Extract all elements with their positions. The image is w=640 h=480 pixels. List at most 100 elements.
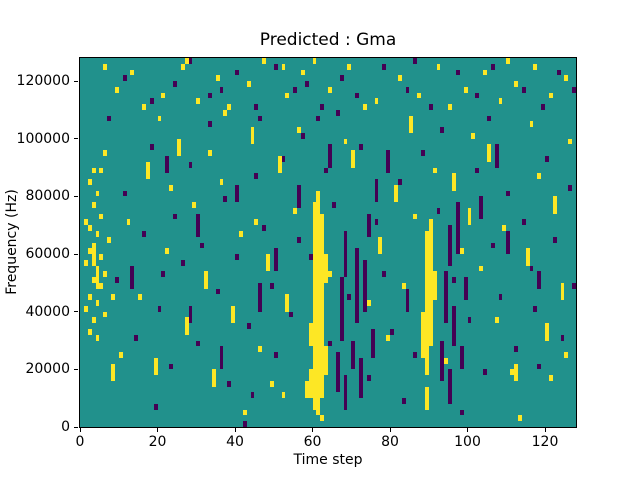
heatmap-cell [316,375,321,381]
heatmap-cell [335,363,340,370]
heatmap-cell [428,300,433,306]
heatmap-cell [153,363,158,370]
heatmap-cell [386,161,390,168]
heatmap-cell [122,190,127,197]
heatmap-cell [87,225,92,231]
heatmap-cell [316,259,321,266]
heatmap-cell [401,282,406,289]
heatmap-cell [312,213,317,220]
heatmap-cell [91,259,96,266]
x-axis-label: Time step [293,452,363,468]
heatmap-cell [324,363,328,370]
heatmap-cell [533,63,538,70]
heatmap-cell [351,357,356,364]
heatmap-cell [335,386,340,393]
heatmap-cell [486,144,491,151]
heatmap-cell [343,398,348,404]
heatmap-cell [165,248,170,255]
heatmap-cell [455,69,460,76]
heatmap-cell [494,317,499,324]
heatmap-cell [176,144,181,151]
heatmap-cell [250,138,255,145]
heatmap-cell [424,294,429,301]
heatmap-cell [343,248,348,255]
heatmap-cell [161,271,166,278]
heatmap-cell [428,305,433,312]
heatmap-cell [424,334,429,341]
heatmap-cell [355,277,359,283]
heatmap-cell [328,156,332,162]
chart-title: Predicted : Gma [259,30,397,50]
heatmap-cell [424,363,429,370]
heatmap-cell [312,207,317,214]
heatmap-cell [405,305,410,312]
heatmap-cell [355,288,359,295]
heatmap-cell [242,421,247,427]
heatmap-cell [533,305,538,312]
heatmap-cell [254,104,259,110]
heatmap-cell [428,265,433,272]
heatmap-cell [95,265,100,272]
heatmap-cell [428,340,433,347]
heatmap-cell [95,190,100,197]
heatmap-cell [339,311,344,318]
heatmap-cell [529,265,534,272]
heatmap-cell [568,184,573,191]
heatmap-cell [297,190,301,197]
heatmap-cell [320,288,325,295]
heatmap-cell [428,294,433,301]
heatmap-cell [207,92,212,99]
heatmap-cell [95,277,100,283]
heatmap-cell [452,323,456,329]
heatmap-cell [351,161,356,168]
heatmap-cell [87,328,92,335]
heatmap-cell [204,271,208,278]
heatmap-cell [355,300,359,306]
heatmap-cell [312,380,317,387]
heatmap-cell [258,300,263,306]
heatmap-cell [424,328,429,335]
heatmap-cell [312,300,317,306]
heatmap-cell [258,282,263,289]
heatmap-cell [432,167,437,174]
heatmap-cell [316,398,321,404]
heatmap-cell [424,259,429,266]
heatmap-cell [455,236,460,243]
heatmap-cell [180,63,185,70]
heatmap-cell [308,334,313,341]
heatmap-cell [421,328,425,335]
heatmap-cell [432,294,437,301]
heatmap-cell [486,156,491,162]
heatmap-cell [424,403,429,410]
heatmap-cell [316,271,321,278]
heatmap-cell [320,317,325,324]
y-axis-label: Frequency (Hz) [4,189,20,295]
heatmap-cell [467,213,472,220]
heatmap-cell [560,334,565,341]
heatmap-cell [269,282,274,289]
heatmap-cell [219,179,224,185]
heatmap-cell [231,311,235,318]
heatmap-cell [335,380,340,387]
heatmap-cell [428,323,433,329]
heatmap-cell [463,288,468,295]
heatmap-cell [99,282,104,289]
heatmap-cell [308,386,313,393]
heatmap-cell [316,334,321,341]
heatmap-cell [235,196,239,203]
heatmap-cell [312,311,317,318]
heatmap-cell [312,230,317,237]
heatmap-cell [366,300,371,306]
heatmap-cell [355,254,359,260]
heatmap-cell [339,300,344,306]
heatmap-cell [312,328,317,335]
heatmap-cell [83,305,88,312]
heatmap-cell [231,317,235,324]
heatmap-cell [393,196,398,203]
heatmap-cell [161,92,166,99]
heatmap-cell [111,363,115,370]
heatmap-cell [366,213,371,220]
heatmap-cell [421,352,425,358]
heatmap-cell [359,375,363,381]
heatmap-cell [424,265,429,272]
